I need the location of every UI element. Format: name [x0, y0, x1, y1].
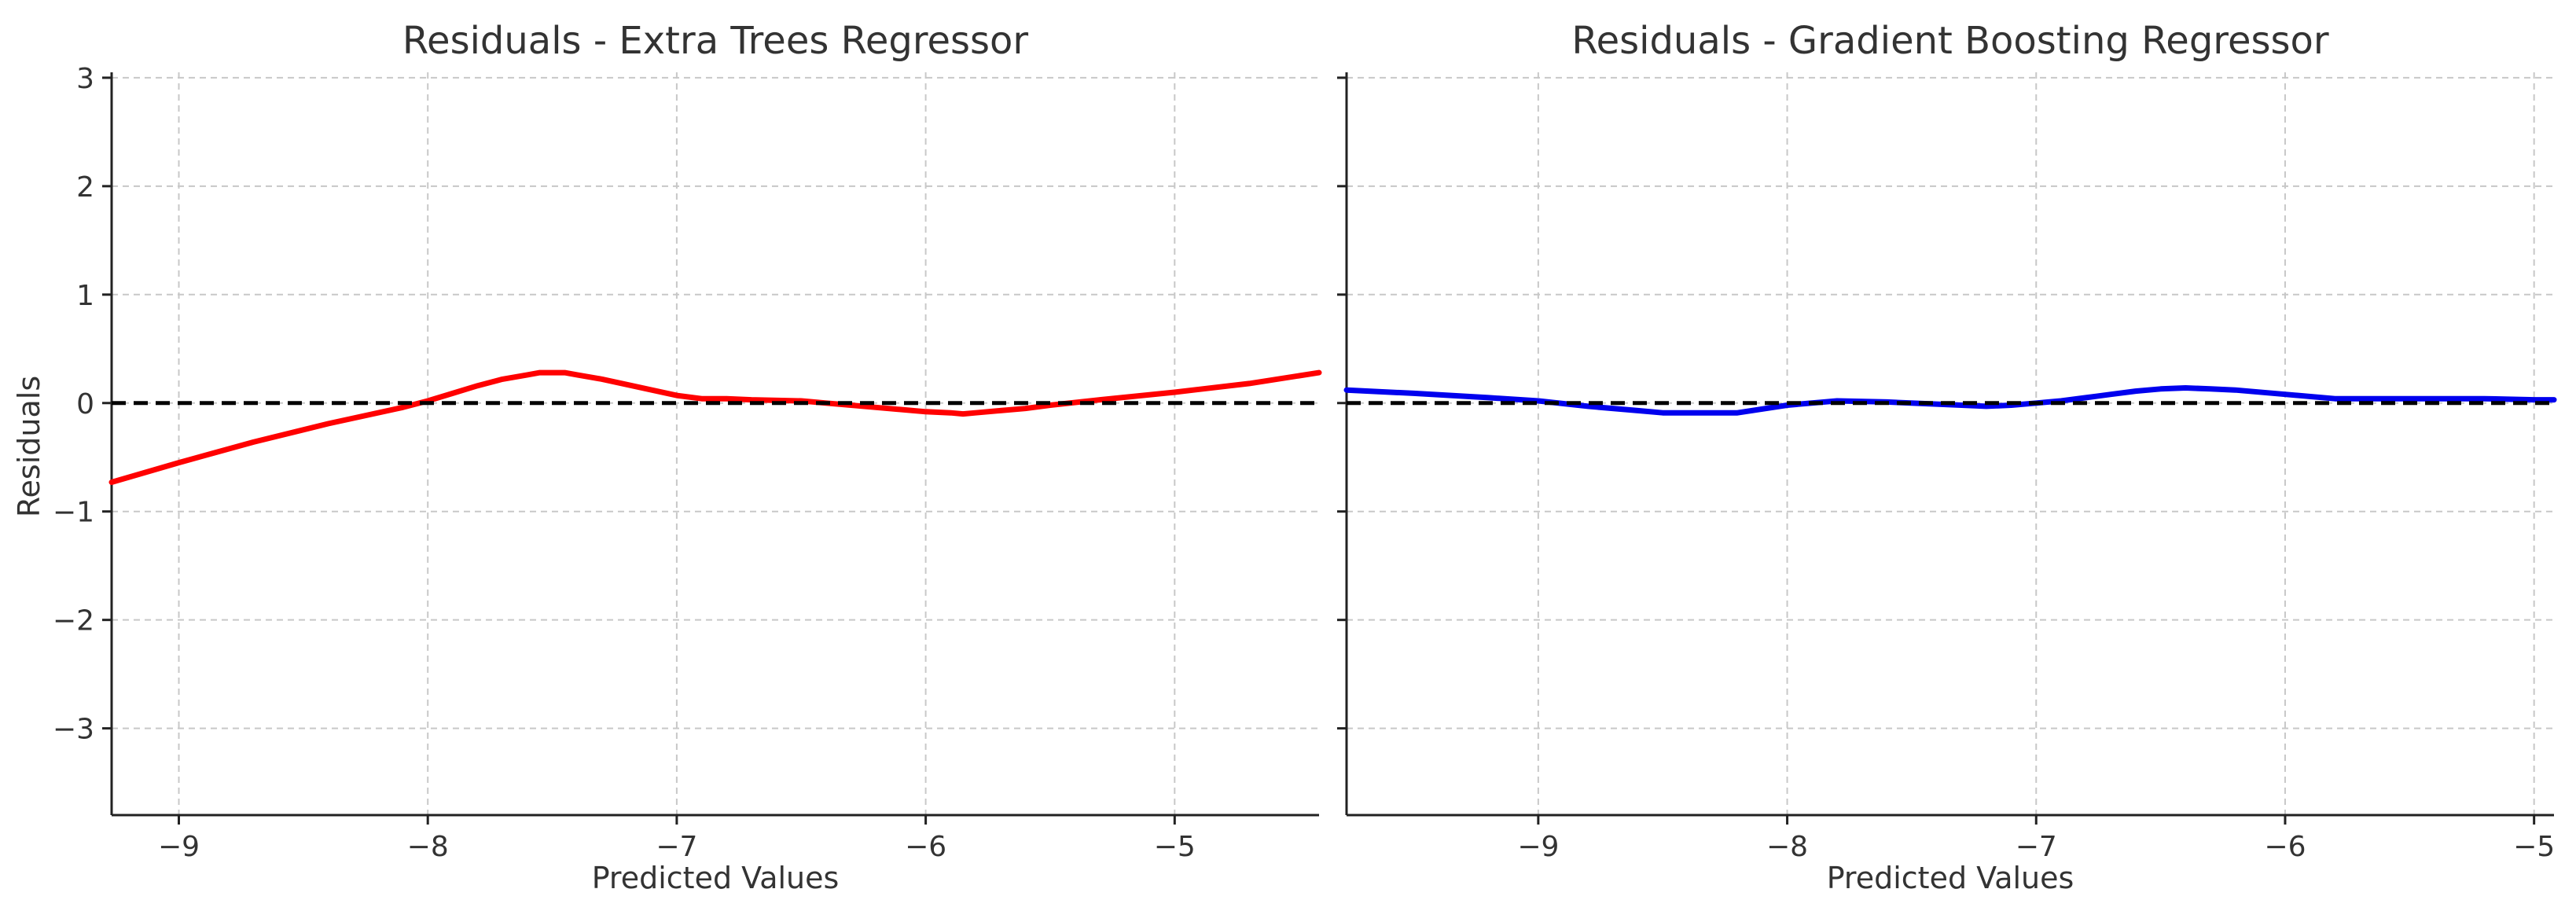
extra-trees-x-tick-label: −8	[407, 831, 449, 863]
gradient-boosting-x-tick-label: −9	[1517, 831, 1559, 863]
extra-trees-title: Residuals - Extra Trees Regressor	[402, 19, 1029, 63]
extra-trees-y-tick-label: 3	[76, 63, 94, 95]
extra-trees-y-tick-label: −2	[53, 605, 94, 637]
gradient-boosting-x-tick-label: −6	[2264, 831, 2306, 863]
gradient-boosting-x-tick-label: −8	[1766, 831, 1808, 863]
extra-trees-x-tick-label: −9	[158, 831, 200, 863]
extra-trees-y-tick-label: −1	[53, 497, 94, 529]
gradient-boosting-x-tick-label: −5	[2513, 831, 2555, 863]
residuals-y-axis-label: Residuals	[12, 376, 46, 517]
extra-trees-x-axis-label: Predicted Values	[592, 861, 840, 895]
gradient-boosting-x-tick-label: −7	[2016, 831, 2057, 863]
gradient-boosting-x-axis-label: Predicted Values	[1827, 861, 2074, 895]
gradient-boosting-residuals-line	[1343, 385, 2557, 416]
extra-trees-residuals-line	[108, 369, 1322, 485]
extra-trees-y-tick-label: −3	[53, 714, 94, 746]
gradient-boosting-title: Residuals - Gradient Boosting Regressor	[1571, 19, 2329, 63]
extra-trees-y-tick-label: 2	[76, 171, 94, 204]
extra-trees-x-tick-label: −6	[905, 831, 946, 863]
gradient-boosting-panel: Residuals - Gradient Boosting Regressor …	[1337, 19, 2557, 895]
extra-trees-panel: Residuals - Extra Trees Regressor Predic…	[12, 19, 1322, 895]
extra-trees-y-tick-label: 0	[76, 388, 94, 421]
extra-trees-x-tick-label: −5	[1154, 831, 1196, 863]
extra-trees-x-tick-label: −7	[656, 831, 697, 863]
extra-trees-y-tick-label: 1	[76, 280, 94, 312]
